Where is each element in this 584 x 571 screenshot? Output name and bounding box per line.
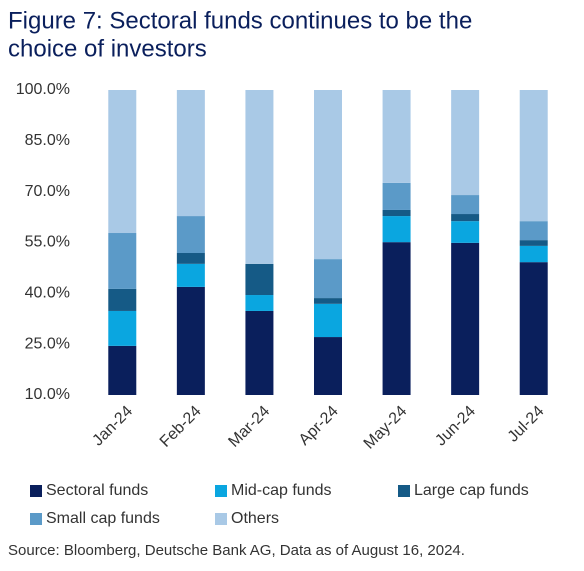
bar-segment: [108, 345, 137, 395]
x-tick-label: Jan-24: [89, 403, 136, 450]
legend-label: Mid-cap funds: [231, 482, 332, 499]
bar-segment: [314, 303, 342, 338]
bar-segment: [451, 90, 480, 196]
bar-segment: [451, 221, 480, 243]
y-tick-label: 40.0%: [25, 285, 70, 302]
legend-label: Others: [231, 510, 279, 527]
x-tick-label: May-24: [361, 403, 411, 453]
bar-segment: [382, 242, 411, 395]
bar-segment: [314, 259, 342, 299]
x-tick-label: Mar-24: [225, 403, 273, 451]
y-tick-label: 55.0%: [25, 234, 70, 251]
x-tick-label: Apr-24: [296, 403, 342, 449]
bar-segment: [519, 262, 548, 395]
x-tick-label: Jul-24: [505, 403, 548, 446]
legend-label: Large cap funds: [414, 482, 529, 499]
bar-segment: [245, 90, 274, 264]
chart-title: choice of investors: [8, 35, 207, 62]
bar-segment: [108, 288, 137, 311]
bar-segment: [382, 182, 411, 210]
bar-segment: [519, 240, 548, 246]
bar-segment: [314, 337, 342, 395]
bar-segment: [451, 195, 480, 215]
bar-segment: [451, 214, 480, 222]
legend-label: Small cap funds: [46, 510, 160, 527]
bar-segment: [245, 310, 274, 395]
bar-segment: [314, 298, 342, 304]
x-tick-label: Feb-24: [157, 403, 205, 451]
bar-segment: [519, 245, 548, 263]
bar-segment: [176, 90, 205, 217]
bar-segment: [176, 263, 205, 287]
bar-segment: [245, 295, 274, 311]
bar-segment: [176, 253, 205, 264]
bar-segment: [108, 233, 137, 289]
source-note: Source: Bloomberg, Deutsche Bank AG, Dat…: [8, 542, 465, 559]
chart-title: Figure 7: Sectoral funds continues to be…: [8, 7, 472, 34]
x-tick-label: Jun-24: [432, 403, 479, 450]
y-tick-label: 100.0%: [16, 81, 70, 98]
bar-segment: [176, 286, 205, 395]
bar-segment: [108, 310, 137, 346]
legend-swatch: [398, 485, 410, 497]
bar-segment: [314, 90, 342, 260]
legend-swatch: [30, 513, 42, 525]
legend-swatch: [30, 485, 42, 497]
legend-swatch: [215, 485, 227, 497]
bar-segment: [176, 216, 205, 254]
y-tick-label: 25.0%: [25, 335, 70, 352]
bar-segment: [108, 90, 137, 234]
y-tick-label: 70.0%: [25, 183, 70, 200]
bar-segment: [451, 242, 480, 395]
bar-segment: [519, 221, 548, 241]
y-tick-label: 85.0%: [25, 132, 70, 149]
legend-label: Sectoral funds: [46, 482, 148, 499]
bar-segment: [519, 90, 548, 222]
y-tick-label: 10.0%: [25, 386, 70, 403]
legend-swatch: [215, 513, 227, 525]
bar-segment: [382, 90, 411, 183]
bar-segment: [382, 209, 411, 217]
bar-segment: [245, 263, 274, 296]
bar-segment: [382, 216, 411, 243]
